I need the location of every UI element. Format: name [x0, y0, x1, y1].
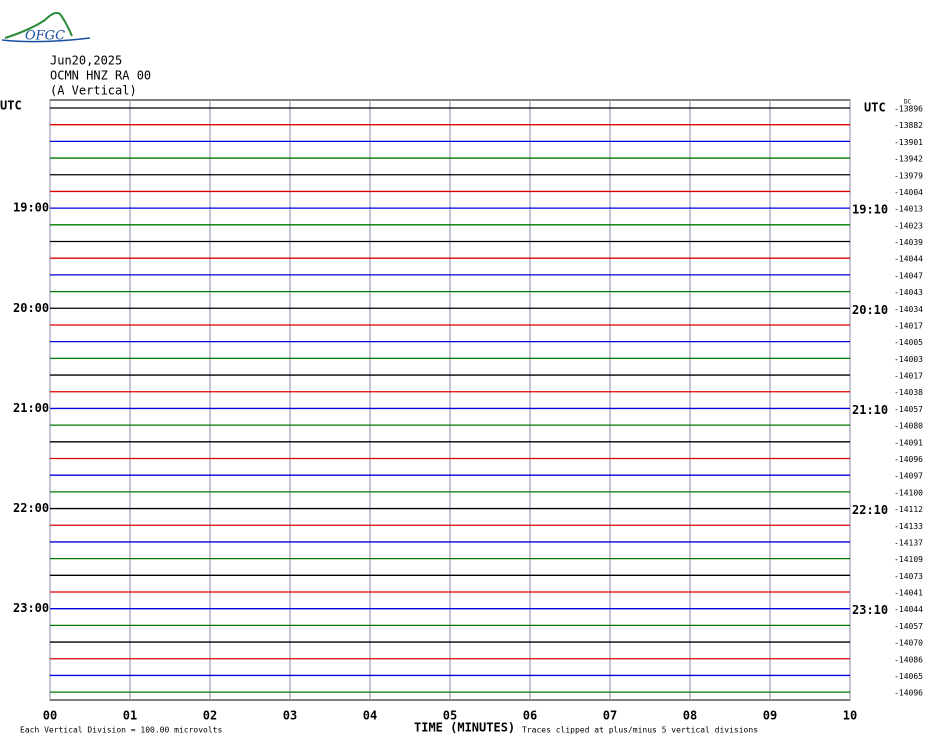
right-time-label: 19:10 [852, 203, 888, 217]
station: OCMN HNZ RA 00 [50, 69, 151, 83]
x-tick-label: 05 [443, 709, 457, 723]
trace-offset: -14017 [894, 321, 923, 330]
x-axis-label: TIME (MINUTES) [414, 721, 515, 735]
x-tick-label: 06 [523, 709, 537, 723]
trace-offset: -14057 [894, 622, 923, 631]
component: (A Vertical) [50, 84, 137, 98]
left-time-label: 19:00 [13, 201, 49, 215]
trace-offset: -14039 [894, 238, 923, 247]
trace-offset: -14044 [894, 605, 923, 614]
trace-offset: -13896 [894, 105, 923, 114]
right-time-label: UTC [864, 101, 886, 115]
trace-offset: -14112 [894, 505, 923, 514]
footer-left: Each Vertical Division = 100.00 microvol… [20, 726, 222, 735]
right-time-label: 23:10 [852, 603, 888, 617]
right-time-label: 20:10 [852, 303, 888, 317]
trace-offset: -14057 [894, 405, 923, 414]
trace-offset: -14003 [894, 355, 923, 364]
trace-offset: -14109 [894, 555, 923, 564]
trace-offset: -14137 [894, 538, 923, 547]
x-tick-label: 04 [363, 709, 377, 723]
trace-offset: -14096 [894, 689, 923, 698]
left-time-label: 23:00 [13, 601, 49, 615]
left-time-label: 22:00 [13, 501, 49, 515]
x-tick-label: 08 [683, 709, 697, 723]
right-time-label: 21:10 [852, 403, 888, 417]
left-time-label: UTC [0, 99, 22, 113]
trace-offset: -14065 [894, 672, 923, 681]
right-time-label: 22:10 [852, 503, 888, 517]
trace-offset: -14100 [894, 488, 923, 497]
x-tick-label: 01 [123, 709, 137, 723]
x-tick-label: 03 [283, 709, 297, 723]
left-time-label: 20:00 [13, 301, 49, 315]
trace-offset: -14023 [894, 221, 923, 230]
logo: OFGC [1, 11, 91, 44]
trace-offset: -14004 [894, 188, 923, 197]
x-tick-label: 02 [203, 709, 217, 723]
trace-offset: -14041 [894, 589, 923, 598]
trace-offset: -14013 [894, 205, 923, 214]
x-tick-label: 00 [43, 709, 57, 723]
trace-offset: -14097 [894, 472, 923, 481]
footer-right: Traces clipped at plus/minus 5 vertical … [522, 726, 758, 735]
trace-offset: -14038 [894, 388, 923, 397]
trace-offset: -14086 [894, 655, 923, 664]
trace-offset: -13901 [894, 138, 923, 147]
trace-offset: -13882 [894, 121, 923, 130]
x-tick-label: 09 [763, 709, 777, 723]
dc-label: DC [904, 99, 912, 106]
logo-line [1, 37, 91, 43]
trace-offset: -13979 [894, 171, 923, 180]
left-time-label: 21:00 [13, 401, 49, 415]
trace-offset: -14017 [894, 372, 923, 381]
trace-offset: -14080 [894, 422, 923, 431]
logo-text: OFGC [25, 29, 65, 44]
trace-offset: -14096 [894, 455, 923, 464]
x-tick-label: 07 [603, 709, 617, 723]
x-tick-label: 10 [843, 709, 857, 723]
trace-offset: -14005 [894, 338, 923, 347]
trace-offset: -14133 [894, 522, 923, 531]
trace-offset: -14070 [894, 639, 923, 648]
trace-offset: -14043 [894, 288, 923, 297]
trace-offset: -14047 [894, 271, 923, 280]
trace-offset: -14044 [894, 255, 923, 264]
trace-offset: -13942 [894, 155, 923, 164]
trace-offset: -14091 [894, 438, 923, 447]
logo-swoosh [4, 11, 73, 39]
trace-offset: -14073 [894, 572, 923, 581]
trace-offset: -14034 [894, 305, 923, 314]
date: Jun20,2025 [50, 54, 122, 68]
